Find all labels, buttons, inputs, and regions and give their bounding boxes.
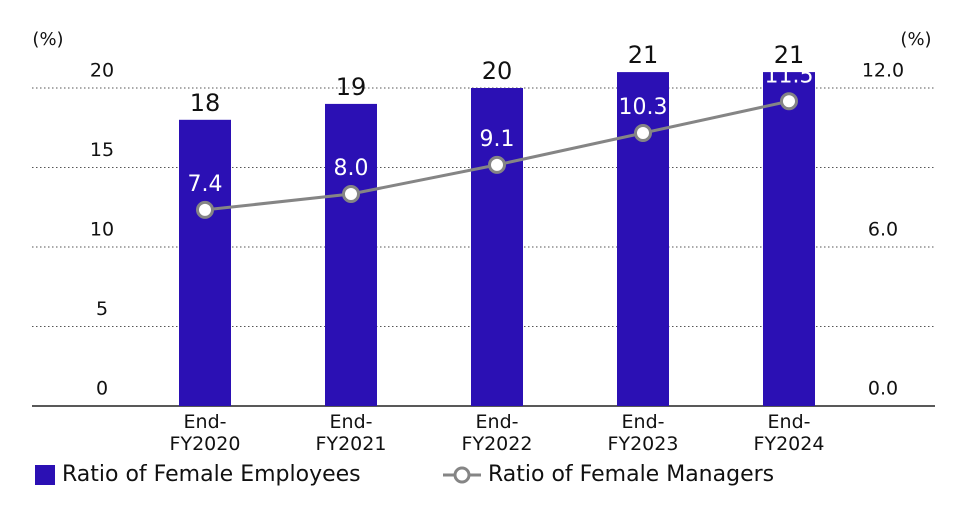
bar-value-label: 21 [774,41,805,69]
x-tick-label: End- FY2020 [169,411,241,455]
y-tick-label: 10 [90,219,114,241]
bar [325,103,377,407]
bar [179,119,231,407]
y-tick-label: 5 [96,298,108,320]
x-tick-label: End- FY2024 [753,411,825,455]
legend-swatch-marker [453,466,471,484]
line-value-label: 7.4 [188,172,223,197]
y-tick-label: 20 [90,60,114,82]
bar [763,72,815,406]
legend-swatch [35,465,55,485]
line-marker [488,155,506,174]
y2-axis-unit: (%) [900,29,931,50]
bar [617,72,669,406]
x-tick-label: End- FY2021 [315,411,387,455]
y-axis-unit: (%) [32,29,63,50]
line-marker [342,185,360,203]
legend-label: Ratio of Female Employees [62,462,361,487]
line-value-label: 8.0 [334,156,369,181]
bar-value-label: 18 [190,89,221,117]
y-tick-label: 15 [90,139,114,161]
line-value-label: 9.1 [480,127,515,152]
line-marker [780,92,798,111]
line-value-label: 10.3 [619,95,668,120]
y2-tick-label: 0.0 [868,378,898,400]
bar-value-label: 21 [628,41,659,69]
line-marker [196,200,214,219]
y-tick-label: 0 [96,378,108,400]
bar-value-label: 19 [336,73,367,101]
x-tick-label: End- FY2022 [461,411,533,455]
y2-tick-label: 6.0 [868,219,898,241]
y2-tick-label: 12.0 [862,60,904,82]
line-marker [634,124,652,143]
bar-value-label: 20 [482,57,513,85]
legend-label: Ratio of Female Managers [488,462,774,487]
bar [471,88,523,406]
line-value-label: 11.5 [765,63,814,88]
x-tick-label: End- FY2023 [607,411,679,455]
